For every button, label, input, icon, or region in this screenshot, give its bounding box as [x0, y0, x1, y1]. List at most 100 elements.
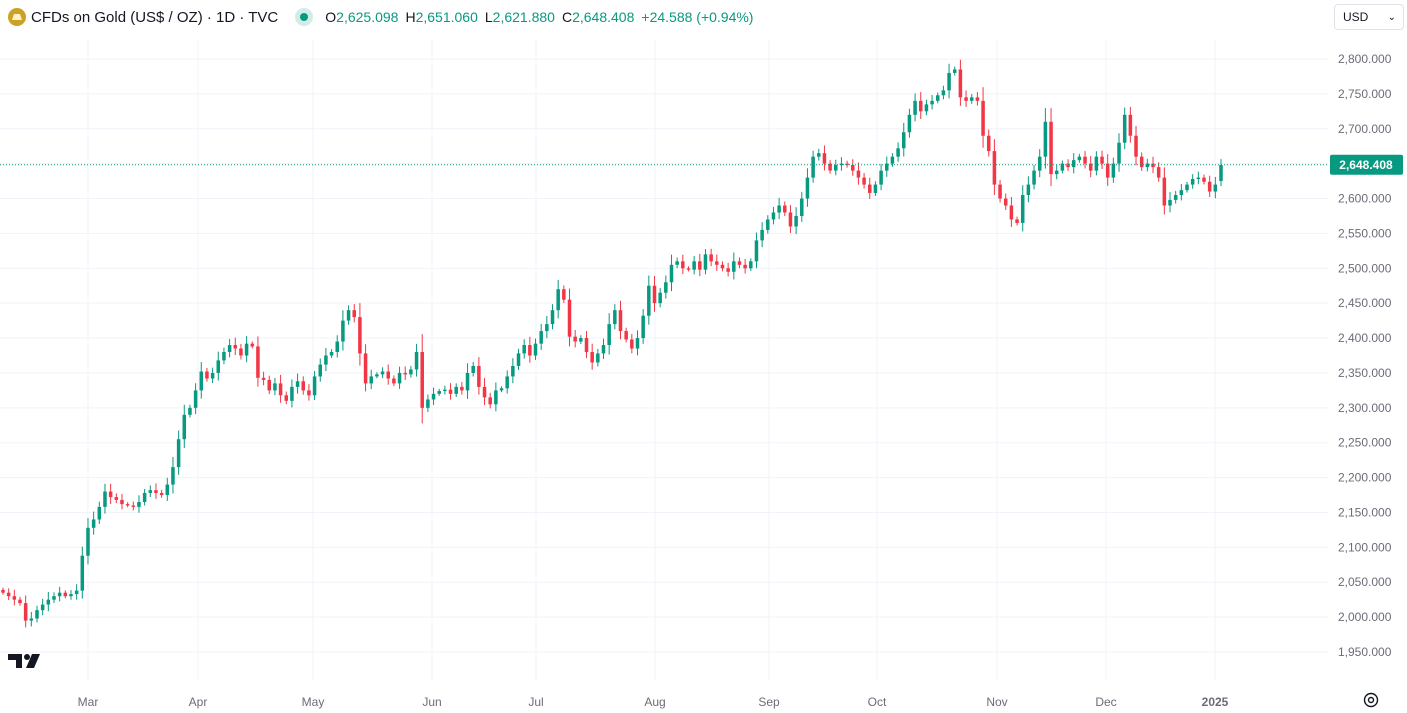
candle — [1049, 108, 1053, 187]
currency-select[interactable]: USD ⌄ — [1334, 4, 1404, 30]
candle-body — [261, 377, 266, 380]
candle-body — [624, 331, 628, 340]
candle-body — [426, 399, 430, 408]
candle-body — [392, 378, 396, 384]
gear-icon[interactable] — [1361, 690, 1381, 710]
candle — [941, 85, 946, 100]
candle — [596, 348, 600, 367]
candle-body — [658, 292, 662, 304]
candle — [590, 343, 594, 370]
candle-body — [414, 352, 419, 370]
candle-body — [86, 527, 90, 556]
candle — [114, 493, 119, 504]
candle — [607, 313, 611, 355]
candle-body — [635, 338, 640, 349]
candle — [777, 197, 781, 220]
candle — [732, 252, 736, 280]
candle-body — [329, 352, 334, 356]
candle — [992, 139, 997, 195]
candle — [1032, 165, 1036, 190]
price-tick-label: 2,350.000 — [1338, 366, 1392, 380]
candle — [199, 362, 204, 399]
candle — [601, 338, 606, 359]
candle-body — [890, 156, 895, 164]
candle — [1151, 156, 1155, 174]
candle — [584, 331, 589, 359]
candle-body — [1111, 163, 1116, 178]
tradingview-logo-icon[interactable] — [8, 652, 44, 670]
candle-body — [584, 338, 589, 353]
candle-body — [386, 371, 390, 379]
candle-body — [18, 599, 22, 604]
symbol-title[interactable]: CFDs on Gold (US$ / OZ) · 1D · TVC — [31, 8, 279, 26]
price-tick-label: 2,250.000 — [1338, 436, 1392, 450]
candle — [1015, 216, 1019, 226]
candle — [46, 592, 51, 612]
candle-body — [1219, 165, 1223, 182]
candle — [176, 430, 181, 475]
candle-body — [805, 177, 810, 199]
candle — [692, 255, 696, 275]
candles — [1, 59, 1223, 628]
time-tick-label: Aug — [644, 695, 665, 709]
candle-body — [986, 135, 991, 152]
candle — [822, 145, 827, 171]
candle-body — [686, 268, 691, 270]
candle — [103, 483, 107, 514]
candle — [443, 385, 447, 395]
market-status-dot-icon[interactable] — [295, 8, 314, 26]
change-value: +24.588 (+0.94%) — [641, 9, 754, 25]
low-label: L — [484, 9, 493, 25]
candle-body — [901, 132, 906, 149]
candle-body — [766, 219, 770, 230]
candle-body — [777, 205, 781, 213]
candle — [947, 63, 951, 99]
candle — [885, 156, 889, 177]
close-label: C — [561, 9, 573, 25]
candle — [918, 92, 923, 120]
candle-body — [499, 388, 504, 391]
candle-body — [539, 331, 543, 344]
candle — [845, 160, 849, 168]
last-price-marker: 2,648.408 — [0, 154, 1403, 175]
candle — [681, 254, 685, 275]
candle-body — [148, 490, 153, 493]
candle-body — [358, 317, 362, 354]
price-tick-label: 2,550.000 — [1338, 226, 1392, 240]
high-label: H — [405, 9, 416, 25]
candle-body — [1168, 199, 1172, 206]
candle-body — [749, 261, 753, 269]
candle-body — [720, 264, 725, 269]
candle-body — [1066, 163, 1070, 168]
open-value: 2,625.098 — [336, 9, 399, 25]
candle-body — [6, 592, 11, 597]
candle-body — [369, 376, 373, 384]
candle-body — [114, 497, 119, 500]
candle-body — [482, 386, 487, 398]
candle — [1122, 107, 1127, 150]
candle — [352, 304, 356, 323]
candle-body — [935, 95, 940, 101]
candle — [57, 586, 62, 602]
candle-body — [992, 151, 997, 185]
candle-body — [290, 386, 294, 401]
candle-body — [1088, 163, 1093, 171]
high-value: 2,651.060 — [415, 9, 478, 25]
candle-body — [341, 320, 345, 342]
candle — [958, 59, 963, 106]
candle — [397, 366, 402, 389]
candle-body — [1105, 163, 1110, 178]
candle — [760, 222, 764, 248]
candle-body — [669, 264, 674, 283]
candle — [811, 150, 815, 183]
candle-body — [1054, 170, 1059, 175]
candle — [913, 93, 917, 122]
candle-body — [1020, 195, 1025, 223]
low-value: 2,621.880 — [492, 9, 555, 25]
candle-body — [873, 184, 878, 193]
candle-body — [1196, 177, 1201, 179]
candle — [1043, 108, 1048, 169]
candle — [1117, 133, 1121, 172]
candle-body — [533, 343, 538, 356]
